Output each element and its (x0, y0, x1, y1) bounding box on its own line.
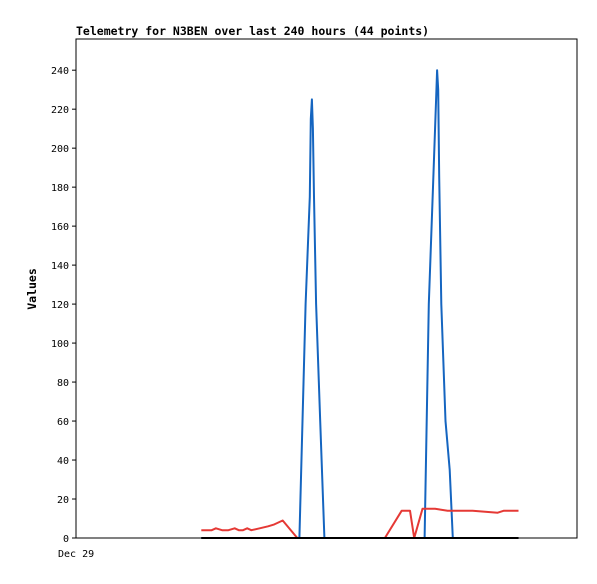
y-axis-label: Values (25, 268, 39, 310)
y-tick-label: 60 (57, 417, 69, 428)
y-tick-label: 40 (57, 456, 69, 467)
x-tick-label: Dec 29 (58, 549, 94, 560)
series-line-2 (201, 507, 519, 539)
y-tick-label: 140 (51, 261, 69, 272)
x-axis-ticks: Dec 29 (58, 549, 94, 560)
y-tick-label: 160 (51, 222, 69, 233)
y-axis-ticks: 0 20 40 60 80 100 120 140 160 180 200 220 240 (51, 66, 76, 545)
y-tick-label: 80 (57, 378, 69, 389)
y-tick-label: 180 (51, 183, 69, 194)
y-tick-label: 20 (57, 495, 69, 506)
chart-title: Telemetry for N3BEN over last 240 hours … (76, 24, 429, 38)
series-group (201, 69, 519, 539)
y-tick-label: 120 (51, 300, 69, 311)
y-tick-label: 220 (51, 105, 69, 116)
y-tick-label: 100 (51, 339, 69, 350)
y-tick-label: 200 (51, 144, 69, 155)
y-tick-label: 0 (63, 534, 69, 545)
y-tick-label: 240 (51, 66, 69, 77)
